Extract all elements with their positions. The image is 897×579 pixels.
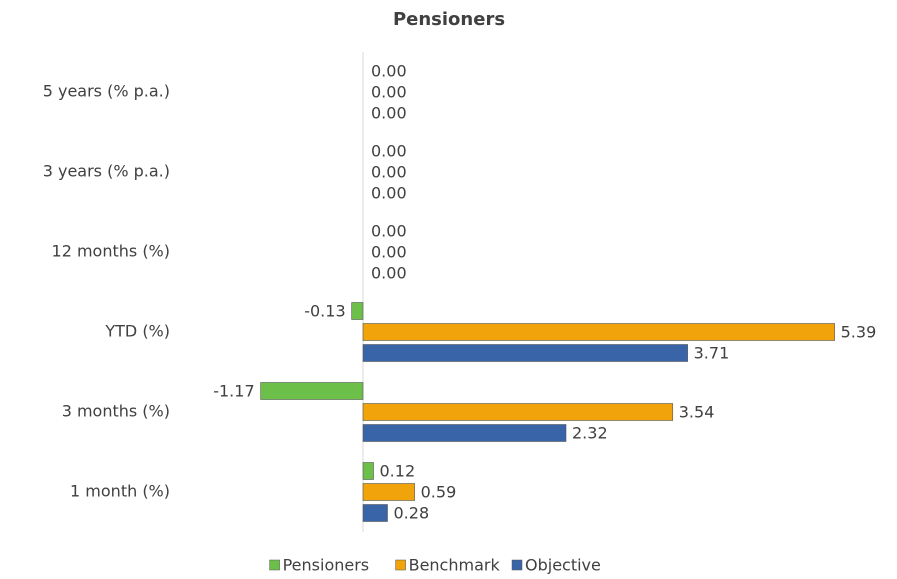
- bar: [362, 344, 688, 362]
- legend-label: Benchmark: [409, 556, 501, 575]
- y-tick-label: 1 month (%): [70, 482, 170, 501]
- data-label: 0.00: [371, 163, 407, 182]
- data-label: 0.28: [394, 504, 430, 523]
- data-label: 0.00: [371, 222, 407, 241]
- data-label: 0.00: [371, 62, 407, 81]
- data-label: 0.12: [380, 462, 416, 481]
- legend-swatch: [269, 559, 280, 571]
- chart-title: Pensioners: [393, 9, 505, 30]
- legend-label: Pensioners: [283, 556, 370, 575]
- y-tick-label: 3 years (% p.a.): [43, 162, 170, 181]
- legend-swatch: [395, 559, 406, 571]
- data-label: 0.00: [371, 243, 407, 262]
- data-label: 3.71: [694, 344, 730, 363]
- bar: [362, 483, 415, 501]
- bar: [362, 403, 674, 421]
- bar: [351, 302, 364, 320]
- data-label: 3.54: [679, 403, 715, 422]
- y-tick-label: 12 months (%): [52, 242, 170, 261]
- legend-swatch: [511, 559, 523, 571]
- data-label: 0.00: [371, 83, 407, 102]
- y-tick-label: 5 years (% p.a.): [43, 82, 170, 101]
- bar: [362, 462, 374, 480]
- y-tick-label: 3 months (%): [62, 402, 170, 421]
- bar: [260, 382, 364, 400]
- legend-label: Objective: [525, 556, 601, 575]
- bar: [362, 323, 835, 341]
- data-label: 5.39: [841, 323, 877, 342]
- data-label: 0.00: [371, 184, 407, 203]
- bar: [362, 504, 388, 522]
- data-label: 0.00: [371, 264, 407, 283]
- data-label: -0.13: [304, 302, 345, 321]
- data-label: 0.00: [371, 104, 407, 123]
- y-tick-label: YTD (%): [104, 322, 170, 341]
- data-label: 2.32: [572, 424, 608, 443]
- data-label: 0.00: [371, 142, 407, 161]
- data-label: -1.17: [213, 382, 254, 401]
- bar: [362, 424, 567, 442]
- data-label: 0.59: [421, 483, 457, 502]
